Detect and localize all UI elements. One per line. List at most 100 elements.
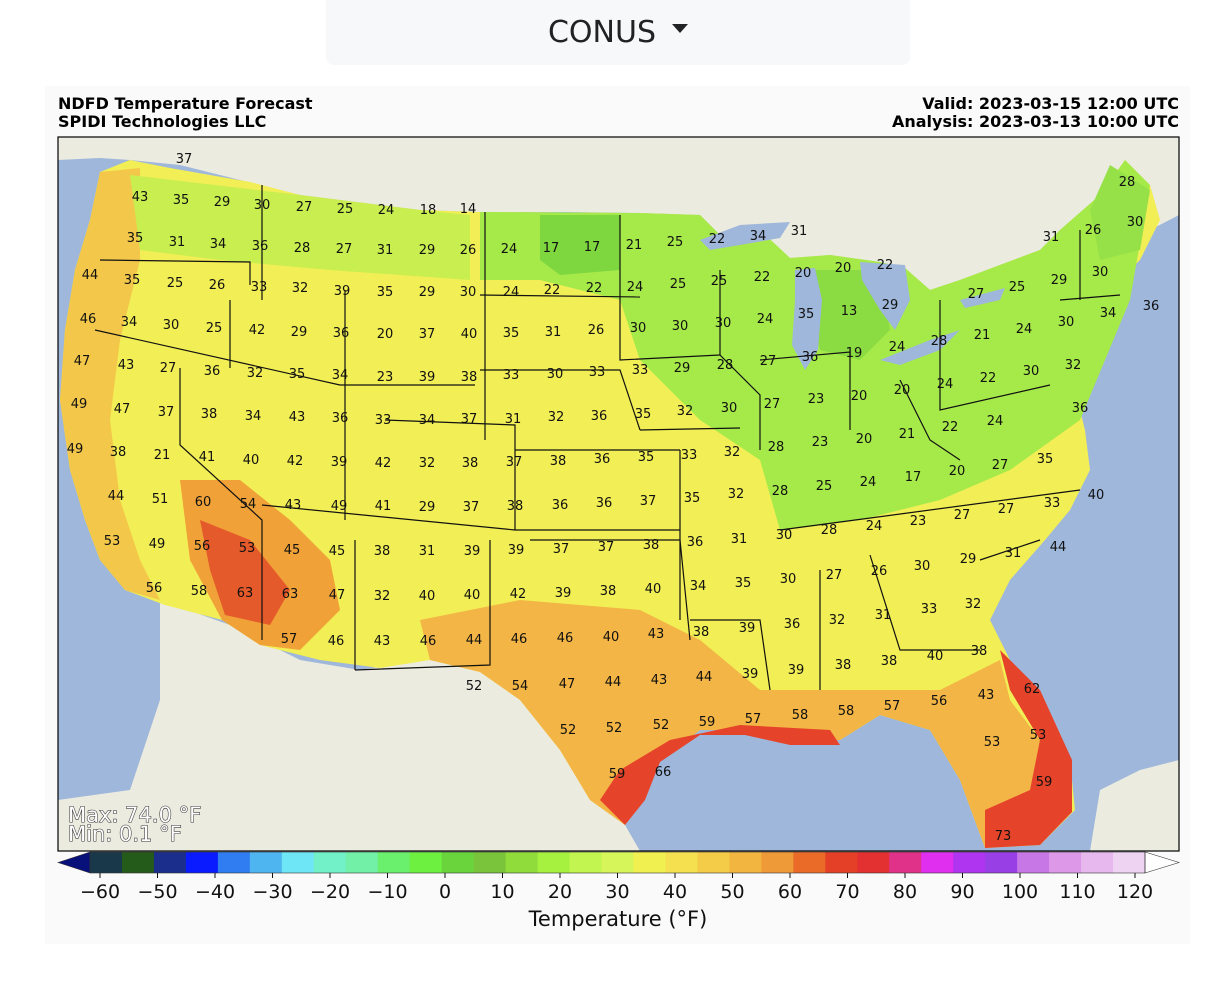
station-value: 36 (252, 239, 269, 254)
cuba-land (1090, 760, 1179, 851)
station-value: 38 (881, 654, 898, 669)
station-value: 47 (114, 402, 131, 417)
station-value: 52 (653, 718, 670, 733)
station-value: 31 (731, 532, 748, 547)
station-value: 38 (643, 538, 660, 553)
colorbar: −60 −50 −40 −30 −20 −10 0 10 20 30 40 50 60 70 80 90 100… (57, 851, 1181, 903)
station-value: 20 (795, 266, 812, 281)
station-value: 33 (632, 363, 649, 378)
station-value: 39 (508, 543, 525, 558)
station-value: 38 (835, 658, 852, 673)
station-value: 53 (1030, 728, 1047, 743)
colorbar-segment (665, 852, 698, 873)
colorbar-segment (409, 852, 443, 873)
colorbar-tick-label: −50 (137, 881, 177, 903)
station-value: 44 (605, 675, 622, 690)
station-value: 30 (1058, 315, 1075, 330)
station-value: 52 (466, 679, 483, 694)
station-value: 27 (764, 397, 781, 412)
colorbar-tick-label: −40 (195, 881, 235, 903)
station-value: 23 (910, 514, 927, 529)
station-values: 37 43 35 29 30 27 25 24 18 14 35 31 34 36 28 27 31 29 26 24… (67, 152, 1160, 844)
colorbar-tick-label: 50 (720, 881, 744, 903)
station-value: 44 (1050, 540, 1067, 555)
colorbar-segment (1049, 852, 1082, 873)
station-value: 32 (829, 613, 846, 628)
colorbar-min-extension (57, 851, 91, 874)
station-value: 49 (71, 397, 88, 412)
station-value: 25 (711, 274, 728, 289)
station-value: 34 (1100, 306, 1117, 321)
lake-huron (860, 262, 910, 330)
florida-hot (985, 650, 1072, 848)
station-value: 33 (681, 448, 698, 463)
station-value: 28 (768, 440, 785, 455)
station-value: 36 (333, 326, 350, 341)
station-value: 33 (503, 368, 520, 383)
station-value: 31 (545, 325, 562, 340)
station-value: 43 (648, 627, 665, 642)
station-value: 37 (158, 405, 175, 420)
region-dropdown[interactable]: CONUS (326, 0, 910, 65)
station-value: 39 (739, 621, 756, 636)
figure-time-block: Valid: 2023-03-15 12:00 UTC Analysis: 20… (892, 95, 1179, 131)
station-value: 35 (173, 193, 190, 208)
colorbar-segment (953, 852, 986, 873)
station-value: 73 (995, 829, 1012, 844)
colorbar-segment (793, 852, 826, 873)
station-value: 56 (194, 539, 211, 554)
station-value: 30 (1127, 215, 1144, 230)
station-value: 21 (974, 328, 991, 343)
station-value: 39 (464, 544, 481, 559)
station-value: 36 (1072, 401, 1089, 416)
station-value: 35 (635, 407, 652, 422)
station-value: 44 (82, 268, 99, 283)
station-value: 58 (792, 708, 809, 723)
station-value: 24 (987, 414, 1004, 429)
station-value: 32 (677, 404, 694, 419)
station-value: 35 (638, 450, 655, 465)
station-value: 24 (889, 340, 906, 355)
station-value: 20 (856, 432, 873, 447)
station-value: 59 (609, 767, 626, 782)
map-area (58, 137, 1179, 851)
station-value: 20 (851, 389, 868, 404)
station-value: 26 (588, 323, 605, 338)
station-value: 43 (285, 498, 302, 513)
station-value: 30 (163, 318, 180, 333)
colorbar-tick-label: −10 (367, 881, 407, 903)
station-value: 63 (282, 587, 299, 602)
station-value: 40 (243, 453, 260, 468)
colorbar-segment (281, 852, 315, 873)
station-value: 63 (237, 586, 254, 601)
station-value: 43 (651, 673, 668, 688)
station-value: 38 (201, 407, 218, 422)
station-value: 24 (501, 242, 518, 257)
station-value: 35 (377, 285, 394, 300)
station-value: 59 (699, 715, 716, 730)
station-value: 20 (894, 383, 911, 398)
station-value: 35 (1037, 452, 1054, 467)
station-value: 54 (240, 497, 257, 512)
station-value: 21 (899, 427, 916, 442)
station-value: 43 (374, 634, 391, 649)
station-value: 32 (419, 456, 436, 471)
station-value: 35 (503, 326, 520, 341)
colorbar-segment (377, 852, 411, 873)
station-value: 36 (784, 617, 801, 632)
colorbar-segment (1113, 852, 1146, 873)
figure-title-block: NDFD Temperature Forecast SPIDI Technolo… (58, 95, 313, 131)
station-value: 30 (914, 559, 931, 574)
station-value: 17 (584, 240, 601, 255)
station-value: 46 (420, 634, 437, 649)
station-value: 39 (334, 284, 351, 299)
station-value: 24 (866, 519, 883, 534)
station-value: 30 (547, 367, 564, 382)
station-value: 27 (826, 568, 843, 583)
figure-org: SPIDI Technologies LLC (58, 112, 267, 131)
station-value: 32 (1065, 358, 1082, 373)
colorbar-tick-label: 90 (950, 881, 974, 903)
station-value: 59 (1036, 775, 1053, 790)
maine-cool (1090, 165, 1150, 260)
station-value: 42 (287, 454, 304, 469)
